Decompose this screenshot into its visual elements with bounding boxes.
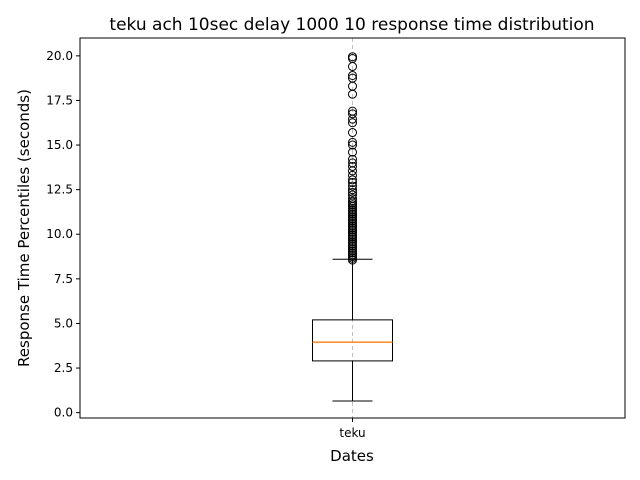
outlier-point bbox=[348, 52, 357, 62]
outlier-point bbox=[348, 196, 357, 206]
y-tick-label: 12.5 bbox=[46, 183, 73, 197]
outlier-point bbox=[348, 185, 357, 195]
outlier-point bbox=[348, 194, 357, 204]
outlier-point bbox=[348, 106, 357, 116]
y-tick-label: 5.0 bbox=[54, 316, 73, 330]
x-axis: teku bbox=[339, 418, 366, 440]
outlier-point bbox=[348, 154, 357, 164]
outlier-point bbox=[348, 109, 357, 119]
chart-title: teku ach 10sec delay 1000 10 response ti… bbox=[109, 15, 594, 35]
x-tick-label: teku bbox=[339, 426, 365, 440]
outlier-point bbox=[348, 137, 357, 147]
outlier-point bbox=[348, 158, 357, 168]
outlier-point bbox=[348, 187, 357, 197]
outlier-point bbox=[348, 118, 357, 128]
outlier-point bbox=[348, 70, 357, 80]
outlier-point bbox=[348, 161, 357, 171]
outlier-point bbox=[348, 140, 357, 150]
outlier-point bbox=[348, 147, 357, 157]
y-tick-label: 7.5 bbox=[54, 272, 73, 286]
y-tick-label: 17.5 bbox=[46, 93, 73, 107]
interquartile-box bbox=[312, 319, 393, 362]
y-tick-label: 2.5 bbox=[54, 361, 73, 375]
outlier-point bbox=[348, 128, 357, 138]
x-axis-label: Dates bbox=[330, 447, 374, 465]
y-tick-label: 10.0 bbox=[46, 227, 73, 241]
y-tick-label: 15.0 bbox=[46, 138, 73, 152]
y-axis: 0.0 2.5 5.0 7.5 10.0 12.5 15.0 17.5 20.0 bbox=[46, 49, 80, 420]
outlier-point bbox=[348, 73, 357, 83]
outlier-point bbox=[348, 178, 357, 188]
plot-area bbox=[312, 38, 393, 418]
outlier-point bbox=[348, 175, 357, 185]
y-tick-label: 0.0 bbox=[54, 406, 73, 420]
outlier-point bbox=[348, 170, 357, 180]
outlier-point bbox=[348, 181, 357, 191]
y-tick-label: 20.0 bbox=[46, 49, 73, 63]
y-axis-label: Response Time Percentiles (seconds) bbox=[15, 89, 33, 367]
outlier-point bbox=[348, 190, 357, 200]
